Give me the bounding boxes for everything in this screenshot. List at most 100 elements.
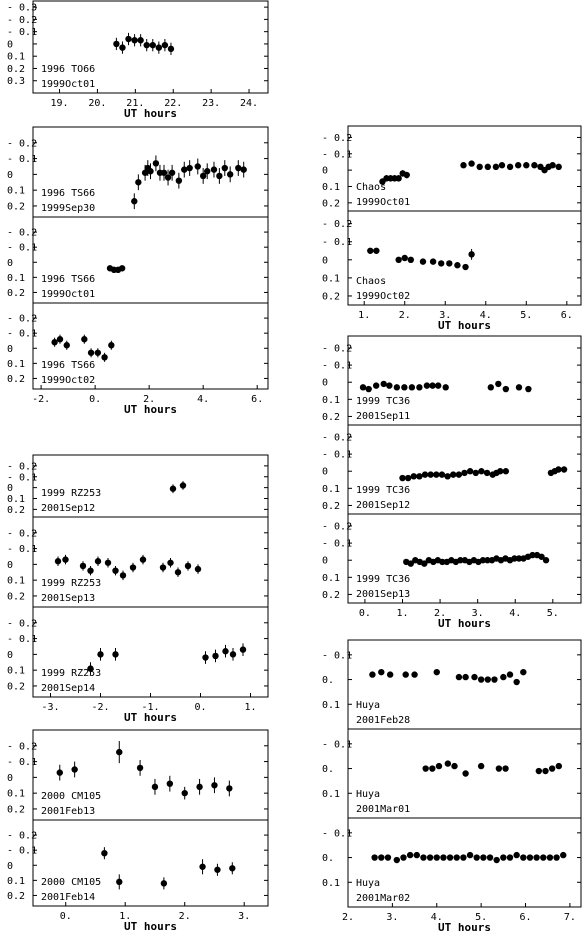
data-point — [495, 380, 502, 388]
data-point — [455, 673, 463, 681]
data-point — [462, 770, 469, 777]
x-tick-label: 6. — [520, 912, 532, 923]
data-point — [491, 676, 498, 683]
data-point — [393, 384, 401, 391]
x-tick-label: 2. — [143, 394, 155, 405]
y-tick-label: - 0.2 — [322, 521, 352, 532]
y-tick-label: 0 — [7, 861, 13, 872]
y-tick-label: - 0.1 — [322, 539, 352, 550]
data-point — [484, 676, 491, 683]
x-tick-label: 1. — [396, 608, 408, 619]
object-label: Chaos — [356, 182, 386, 193]
data-point — [229, 865, 236, 872]
y-tick-label: - 0.1 — [322, 149, 352, 160]
data-point — [101, 354, 108, 361]
panel-1999-tc36-2001sep11: - 0.2 - 0.1 0 0.1 0.2 1999 TC36 2001Sep11 — [322, 335, 582, 426]
data-point — [204, 168, 211, 175]
y-tick-label: - 0.2 — [7, 228, 37, 239]
data-point — [155, 44, 163, 51]
data-point — [438, 260, 445, 267]
x-tick-label: 1. — [244, 702, 256, 713]
date-label: 2001Sep11 — [356, 411, 410, 422]
data-point — [119, 572, 127, 579]
y-tick-label: 0.2 — [322, 590, 340, 601]
data-point — [160, 880, 168, 887]
x-axis-title: UT hours — [124, 403, 177, 416]
data-point — [560, 466, 568, 473]
data-point — [439, 558, 446, 566]
data-point — [372, 382, 380, 389]
y-tick-label: 0 — [7, 650, 13, 661]
object-label: Huya — [356, 878, 380, 889]
panel-frame — [32, 819, 269, 907]
panel-huya-2001mar02: - 0.1 0. 0.1 2. 3. 4. 5. 6. 7. UT hours Huya 2001Ma… — [322, 817, 582, 933]
date-label: 1999Oct01 — [41, 289, 95, 300]
y-tick-label: 0.2 — [7, 804, 25, 815]
data-point — [81, 336, 88, 343]
data-point — [433, 668, 440, 676]
object-label: Huya — [356, 789, 380, 800]
y-tick-label: - 0.2 — [7, 461, 37, 472]
x-axis-title: UT hours — [124, 711, 177, 724]
data-point — [520, 668, 527, 676]
y-tick-label: 0.2 — [7, 374, 25, 385]
y-tick-label: - 0.1 — [7, 329, 37, 340]
data-point — [421, 560, 428, 567]
data-point — [429, 765, 436, 772]
data-point — [473, 854, 480, 861]
data-point — [199, 863, 206, 870]
data-point — [116, 748, 123, 756]
date-label: 2001Sep13 — [356, 589, 410, 600]
data-point — [513, 851, 520, 859]
y-tick-label: 0. — [322, 675, 334, 686]
data-point — [555, 163, 562, 171]
data-point — [466, 851, 474, 859]
y-tick-label: 0.1 — [322, 273, 340, 284]
y-tick-label: 0.2 — [7, 591, 25, 602]
data-point — [451, 762, 458, 770]
data-point — [502, 765, 509, 772]
data-point — [54, 558, 62, 565]
data-point — [175, 177, 183, 184]
x-tick-label: 5. — [520, 310, 532, 321]
y-tick-label: 0.1 — [322, 789, 340, 800]
data-point — [457, 557, 464, 564]
x-tick-label: 2. — [399, 310, 411, 321]
y-tick-label: 0.2 — [7, 681, 25, 692]
data-point — [174, 569, 182, 576]
object-label: 1996 TO66 — [41, 64, 95, 75]
panel-1999-rz253-2001sep12: - 0.2- 0.100.10.2 1999 RZ253 2001Sep12 — [7, 454, 269, 518]
data-point — [419, 258, 427, 265]
data-point — [167, 559, 174, 566]
data-point — [402, 671, 409, 678]
data-point — [421, 471, 429, 478]
date-label: 2001Sep13 — [41, 593, 95, 604]
date-label: 1999Sep30 — [41, 203, 95, 214]
data-point — [226, 171, 234, 178]
data-point — [104, 559, 112, 566]
data-point — [239, 646, 247, 653]
object-label: Chaos — [356, 276, 386, 287]
data-point — [495, 765, 503, 772]
y-tick-label: 0 — [322, 255, 328, 266]
x-tick-label: 7. — [564, 912, 576, 923]
y-tick-label: 0.1 — [7, 359, 25, 370]
y-tick-label: - 0.1 — [7, 634, 37, 645]
data-point — [373, 247, 380, 254]
data-point — [378, 668, 385, 676]
x-tick-label: 2. — [434, 608, 446, 619]
y-tick-label: 0. — [322, 853, 334, 864]
panel-2000-cm105-2001feb14: - 0.2 - 0.1 0 0.1 0.2 0. 1. 2. 3. UT hours 2000 CM… — [7, 819, 269, 933]
data-point — [359, 384, 367, 391]
data-point — [487, 384, 495, 391]
date-label: 1999Oct02 — [356, 291, 410, 302]
data-point — [168, 169, 176, 176]
x-tick-label: 4. — [431, 912, 443, 923]
y-tick-label: 0 — [7, 39, 13, 50]
panel-frame — [347, 210, 582, 306]
y-tick-label: 0.2 — [322, 412, 340, 423]
object-label: 1999 RZ253 — [41, 578, 101, 589]
data-point — [444, 760, 452, 767]
y-tick-label: 0 — [7, 344, 13, 355]
data-point — [371, 854, 378, 861]
